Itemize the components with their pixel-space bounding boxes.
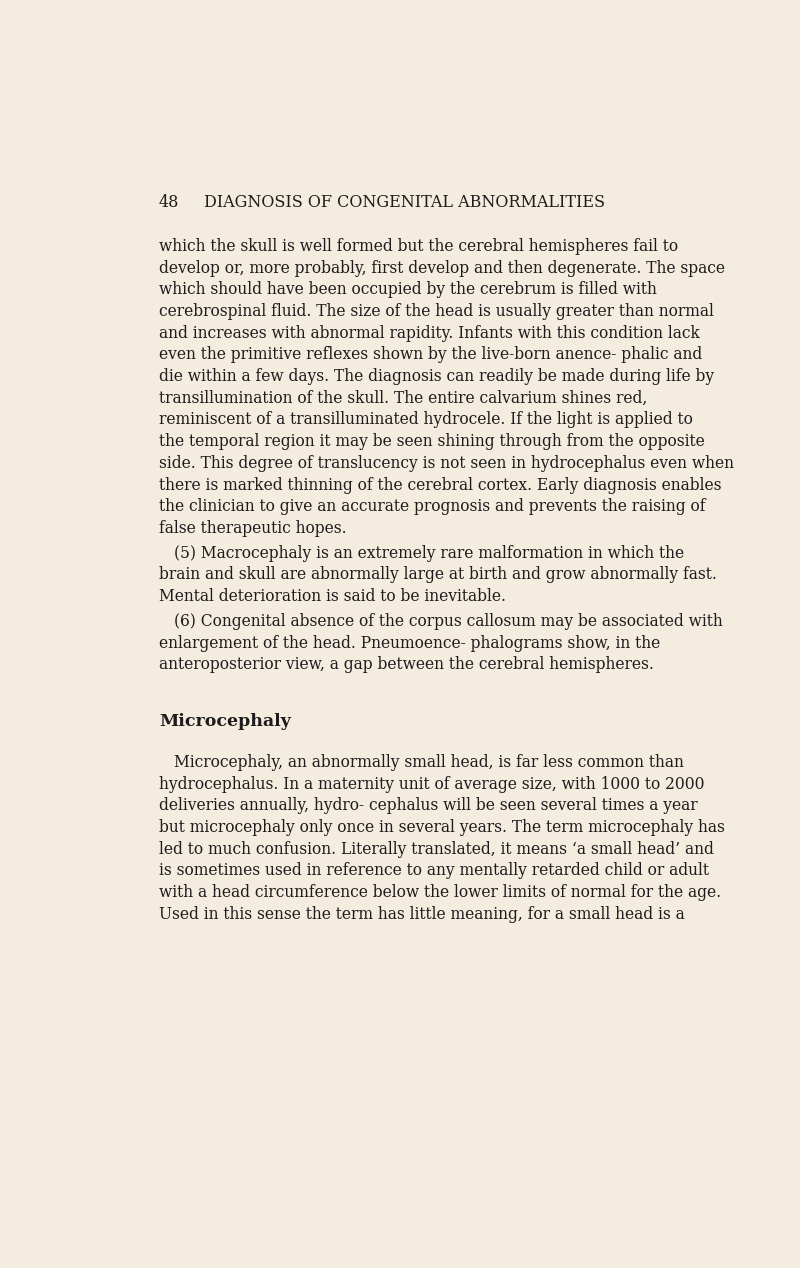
Text: even the primitive reflexes shown by the live-born anence- phalic and: even the primitive reflexes shown by the… [159,346,702,364]
Text: which the skull is well formed but the cerebral hemispheres fail to: which the skull is well formed but the c… [159,238,678,255]
Text: but microcephaly only once in several years. The term microcephaly has: but microcephaly only once in several ye… [159,819,725,836]
Text: false therapeutic hopes.: false therapeutic hopes. [159,520,346,536]
Text: DIAGNOSIS OF CONGENITAL ABNORMALITIES: DIAGNOSIS OF CONGENITAL ABNORMALITIES [204,194,605,212]
Text: 48: 48 [159,194,179,212]
Text: (5) Macrocephaly is an extremely rare malformation in which the: (5) Macrocephaly is an extremely rare ma… [174,545,684,562]
Text: hydrocephalus. In a maternity unit of average size, with 1000 to 2000: hydrocephalus. In a maternity unit of av… [159,776,704,792]
Text: Used in this sense the term has little meaning, for a small head is a: Used in this sense the term has little m… [159,905,685,923]
Text: the clinician to give an accurate prognosis and prevents the raising of: the clinician to give an accurate progno… [159,498,706,515]
Text: there is marked thinning of the cerebral cortex. Early diagnosis enables: there is marked thinning of the cerebral… [159,477,722,493]
Text: led to much confusion. Literally translated, it means ‘a small head’ and: led to much confusion. Literally transla… [159,841,714,857]
Text: die within a few days. The diagnosis can readily be made during life by: die within a few days. The diagnosis can… [159,368,714,385]
Text: Mental deterioration is said to be inevitable.: Mental deterioration is said to be inevi… [159,588,506,605]
Text: develop or, more probably, first develop and then degenerate. The space: develop or, more probably, first develop… [159,260,725,276]
Text: deliveries annually, hydro- cephalus will be seen several times a year: deliveries annually, hydro- cephalus wil… [159,798,698,814]
Text: transillumination of the skull. The entire calvarium shines red,: transillumination of the skull. The enti… [159,389,647,407]
Text: Microcephaly: Microcephaly [159,713,290,730]
Text: enlargement of the head. Pneumoence- phalograms show, in the: enlargement of the head. Pneumoence- pha… [159,635,660,652]
Text: reminiscent of a transilluminated hydrocele. If the light is applied to: reminiscent of a transilluminated hydroc… [159,412,693,429]
Text: with a head circumference below the lower limits of normal for the age.: with a head circumference below the lowe… [159,884,721,902]
Text: anteroposterior view, a gap between the cerebral hemispheres.: anteroposterior view, a gap between the … [159,657,654,673]
Text: and increases with abnormal rapidity. Infants with this condition lack: and increases with abnormal rapidity. In… [159,325,700,342]
Text: cerebrospinal fluid. The size of the head is usually greater than normal: cerebrospinal fluid. The size of the hea… [159,303,714,320]
Text: side. This degree of translucency is not seen in hydrocephalus even when: side. This degree of translucency is not… [159,455,734,472]
Text: Microcephaly, an abnormally small head, is far less common than: Microcephaly, an abnormally small head, … [174,754,684,771]
Text: the temporal region it may be seen shining through from the opposite: the temporal region it may be seen shini… [159,434,705,450]
Text: (6) Congenital absence of the corpus callosum may be associated with: (6) Congenital absence of the corpus cal… [174,612,722,630]
Text: which should have been occupied by the cerebrum is filled with: which should have been occupied by the c… [159,281,657,298]
Text: is sometimes used in reference to any mentally retarded child or adult: is sometimes used in reference to any me… [159,862,709,879]
Text: brain and skull are abnormally large at birth and grow abnormally fast.: brain and skull are abnormally large at … [159,567,717,583]
